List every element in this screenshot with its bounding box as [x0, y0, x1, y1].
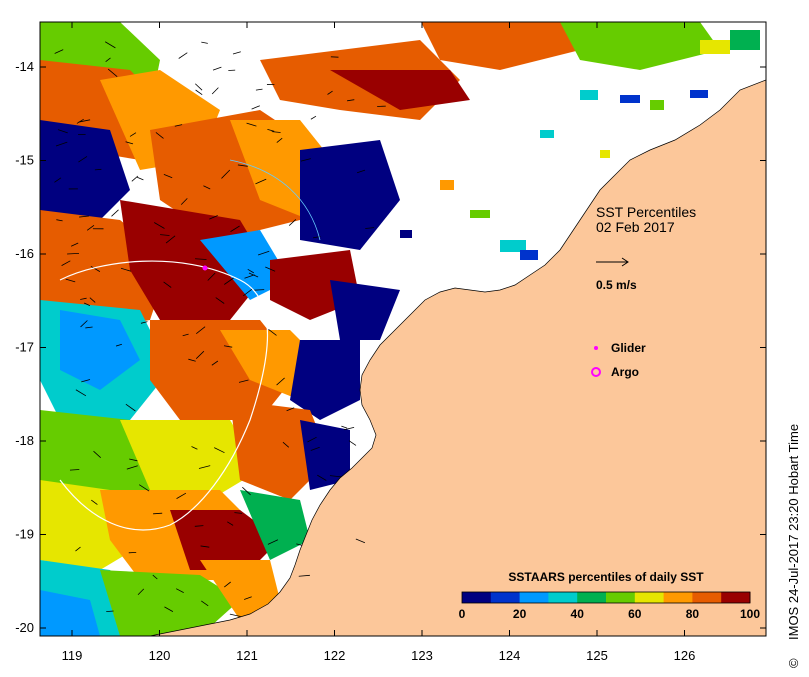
colorbar-swatches [462, 592, 751, 603]
colorbar-swatch [692, 592, 721, 603]
x-tick-label: 119 [62, 648, 83, 663]
colorbar-swatch [548, 592, 577, 603]
colorbar-tick-label: 0 [459, 607, 466, 621]
x-tick-label: 120 [149, 648, 171, 663]
y-tick-label: -14 [15, 59, 34, 74]
colorbar-tick-label: 20 [513, 607, 527, 621]
copyright-icon: © [786, 658, 801, 668]
argo-label: Argo [611, 365, 639, 379]
map-date: 02 Feb 2017 [596, 219, 675, 235]
colorbar-tick-label: 40 [571, 607, 585, 621]
colorbar-swatch [721, 592, 750, 603]
colorbar-tick-label: 60 [628, 607, 642, 621]
y-tick-label: -20 [15, 620, 34, 635]
legend-title: SSTAARS percentiles of daily SST [508, 570, 704, 584]
glider-marker-icon [594, 346, 598, 350]
y-tick-label: -15 [15, 153, 34, 168]
colorbar-swatch [520, 592, 549, 603]
colorbar-tick-label: 100 [740, 607, 760, 621]
colorbar-swatch [491, 592, 520, 603]
colorbar-swatch [664, 592, 693, 603]
vector-arrow [95, 169, 102, 170]
x-tick-label: 123 [411, 648, 433, 663]
colorbar-swatch [635, 592, 664, 603]
x-tick-label: 122 [324, 648, 346, 663]
y-tick-label: -19 [15, 527, 34, 542]
y-tick-label: -17 [15, 340, 34, 355]
vector-scale-label: 0.5 m/s [596, 278, 637, 292]
side-caption: IMOS 24-Jul-2017 23:20 Hobart Time [786, 424, 801, 640]
x-tick-label: 125 [586, 648, 608, 663]
colorbar-swatch [462, 592, 491, 603]
x-tick-label: 124 [499, 648, 521, 663]
colorbar-tick-label: 80 [686, 607, 700, 621]
glider-label: Glider [611, 341, 646, 355]
glider-position [203, 266, 208, 271]
map-title: SST Percentiles [596, 204, 696, 220]
x-tick-label: 126 [674, 648, 696, 663]
colorbar-swatch [577, 592, 606, 603]
x-tick-label: 121 [236, 648, 258, 663]
y-tick-label: -16 [15, 246, 34, 261]
y-tick-label: -18 [15, 433, 34, 448]
colorbar-swatch [606, 592, 635, 603]
